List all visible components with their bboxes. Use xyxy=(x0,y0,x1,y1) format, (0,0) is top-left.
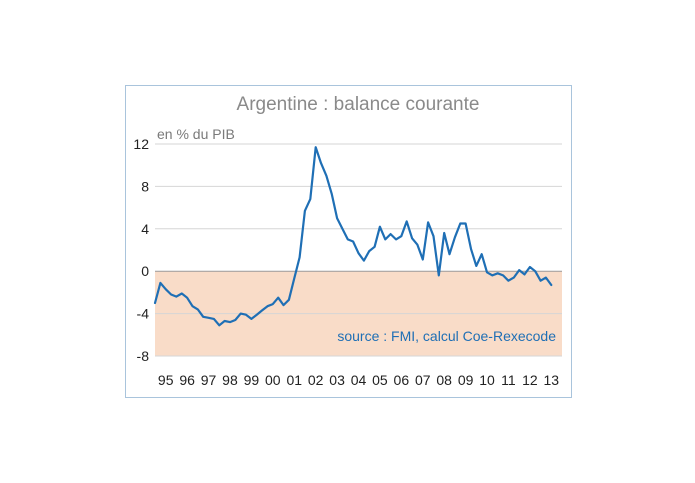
x-tick-label: 98 xyxy=(222,372,238,388)
y-tick-label: -4 xyxy=(137,306,150,322)
source-note: source : FMI, calcul Coe-Rexecode xyxy=(337,328,556,344)
x-tick-label: 96 xyxy=(179,372,195,388)
x-tick-label: 03 xyxy=(329,372,345,388)
y-tick-label: -8 xyxy=(137,348,150,364)
x-tick-label: 07 xyxy=(415,372,431,388)
series-line-balance-courante xyxy=(153,146,553,327)
x-tick-label: 00 xyxy=(265,372,281,388)
x-tick-label: 01 xyxy=(286,372,302,388)
x-axis-ticks: 95 96 97 98 99 00 01 02 03 04 05 06 07 08 09 10 11 12 13 xyxy=(158,372,559,388)
x-tick-label: 97 xyxy=(201,372,217,388)
x-tick-label: 05 xyxy=(372,372,388,388)
x-tick-label: 99 xyxy=(244,372,260,388)
y-tick-label: 0 xyxy=(141,263,149,279)
gridlines xyxy=(155,143,562,357)
x-tick-label: 95 xyxy=(158,372,174,388)
y-tick-label: 12 xyxy=(133,136,149,152)
x-tick-label: 08 xyxy=(436,372,452,388)
x-tick-label: 09 xyxy=(458,372,474,388)
y-tick-label: 4 xyxy=(141,221,149,237)
chart-title: Argentine : balance courante xyxy=(237,94,480,115)
x-tick-label: 12 xyxy=(522,372,538,388)
x-tick-label: 13 xyxy=(544,372,560,388)
x-tick-label: 02 xyxy=(308,372,324,388)
x-tick-label: 06 xyxy=(394,372,410,388)
x-tick-label: 10 xyxy=(479,372,495,388)
x-tick-label: 04 xyxy=(351,372,367,388)
y-tick-label: 8 xyxy=(141,178,149,194)
y-axis-unit-label: en % du PIB xyxy=(157,126,235,142)
y-axis-ticks: 12 8 4 0 -4 -8 xyxy=(133,136,149,364)
x-tick-label: 11 xyxy=(501,372,516,388)
